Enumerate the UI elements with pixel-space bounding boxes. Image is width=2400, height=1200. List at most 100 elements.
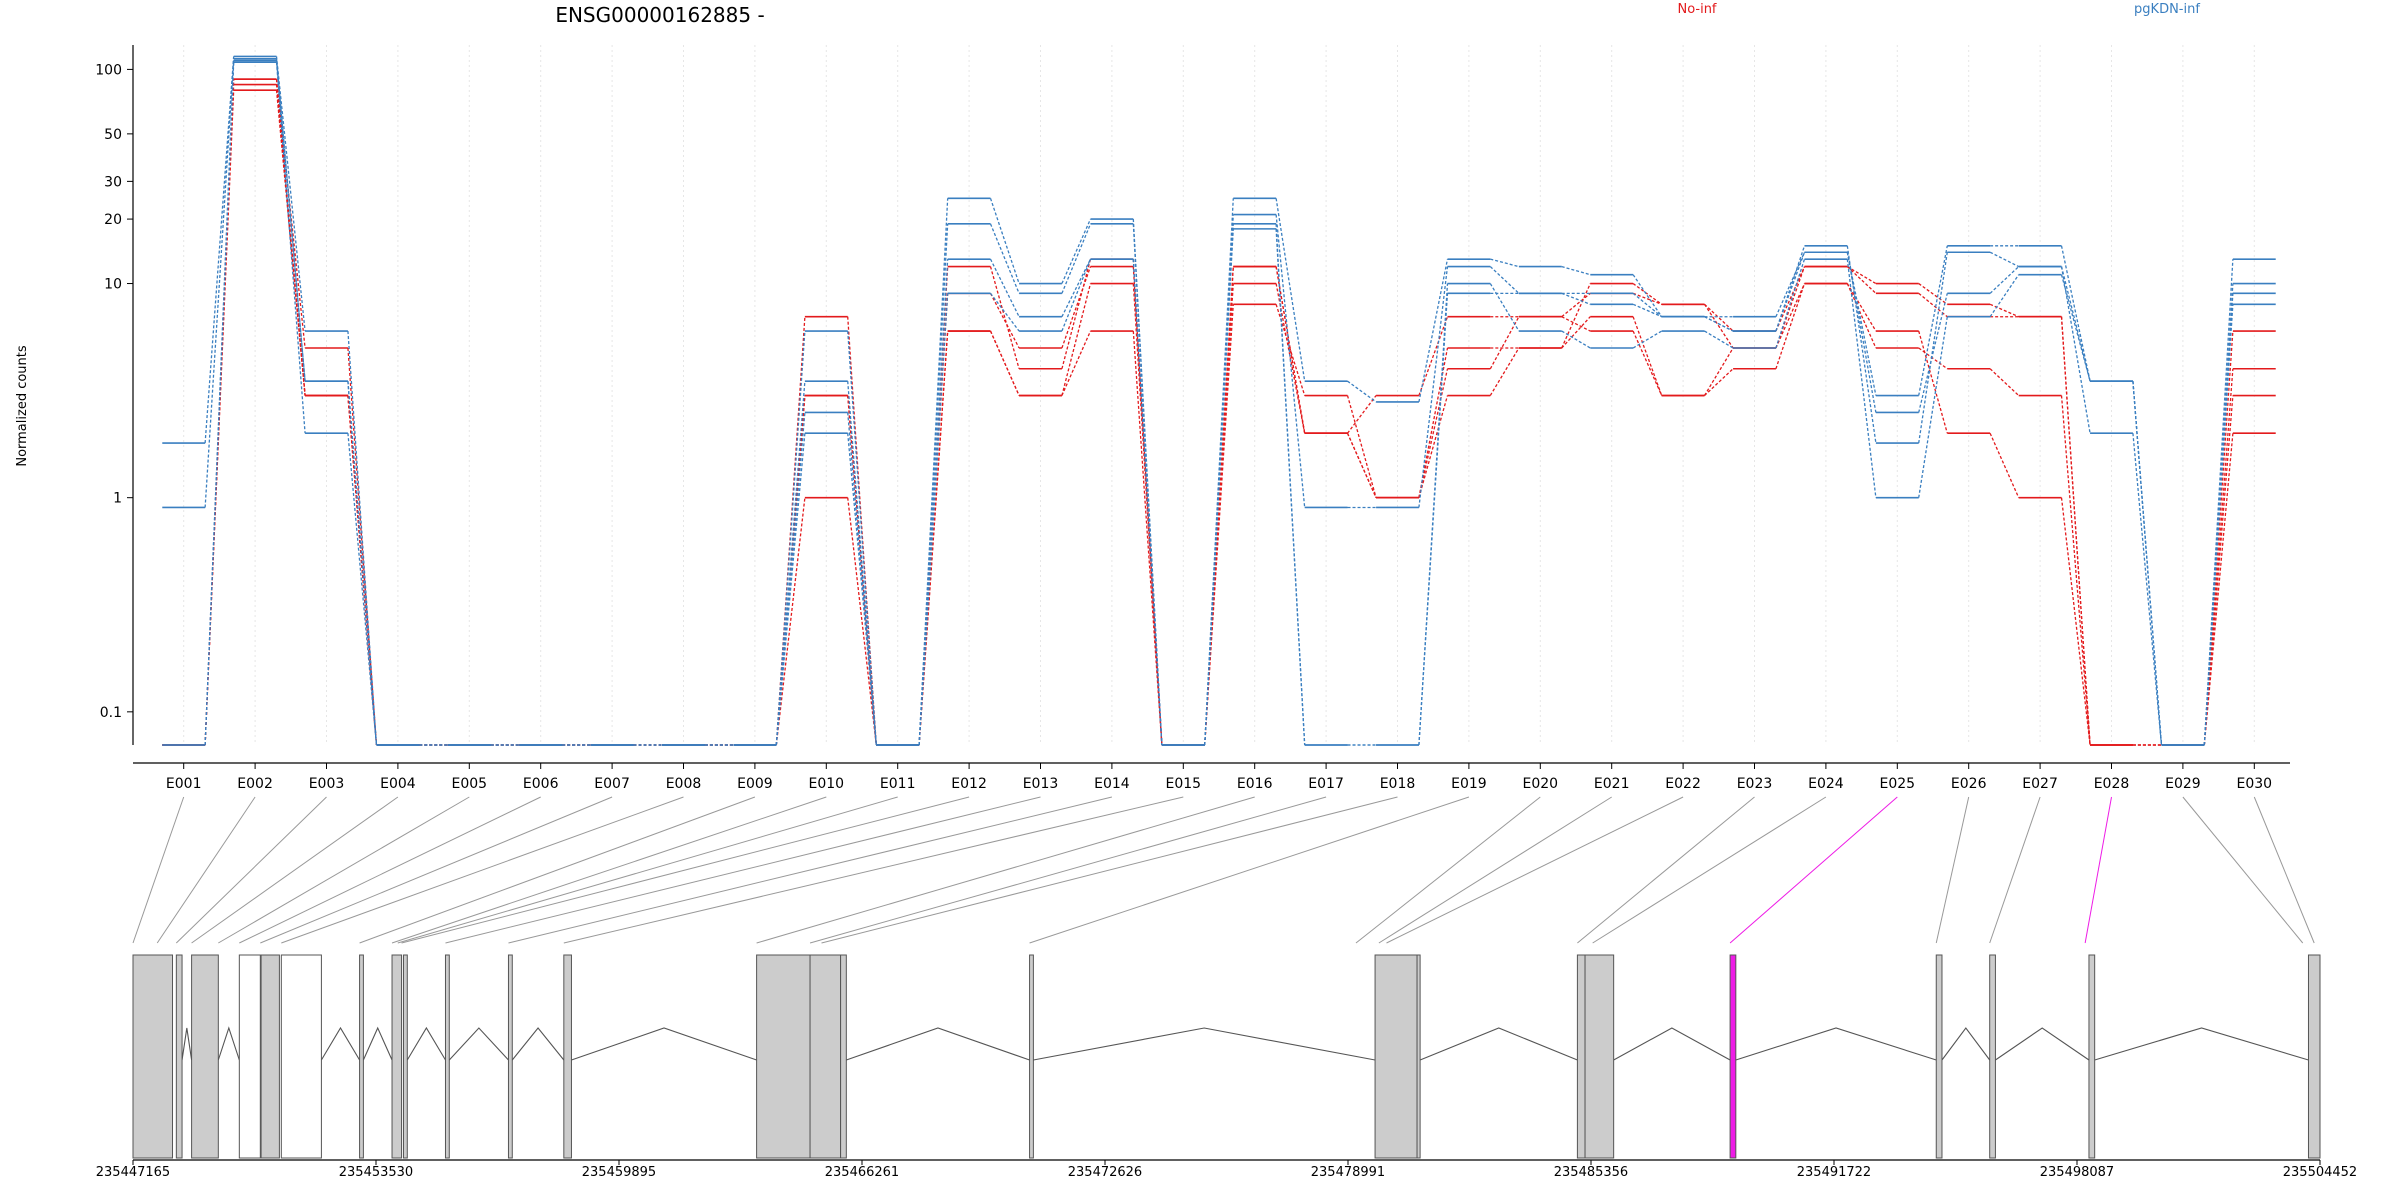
series-connector [1918, 316, 1948, 498]
exon-box [840, 954, 847, 1159]
series-connector [1275, 283, 1306, 434]
x-tick-label: E024 [1808, 776, 1844, 792]
intron-line [320, 1026, 361, 1061]
series-connector [1846, 252, 1877, 413]
series-connector [1846, 266, 1877, 294]
series-connector [1132, 259, 1163, 746]
exon-box [175, 954, 183, 1159]
x-tick-label: E008 [666, 776, 702, 792]
series-connector [1989, 266, 2020, 294]
chart-title: ENSG00000162885 - [555, 3, 764, 27]
series-connector [1775, 252, 1806, 332]
intron-line [846, 1027, 1030, 1061]
series-connector [1132, 331, 1163, 746]
genome-coordinate-label: 235478991 [1311, 1165, 1385, 1180]
intron-line [448, 1027, 509, 1061]
series-connector [1275, 304, 1306, 396]
exon-box [2088, 954, 2096, 1159]
exon-box [507, 954, 513, 1159]
intron-line [1941, 1027, 1991, 1061]
exon-box [2307, 954, 2321, 1159]
series-connector [1632, 303, 1662, 318]
legend-label-no-inf: No-inf [1677, 2, 1716, 17]
series-connector [1846, 252, 1877, 396]
series-connector [1846, 283, 1877, 332]
series-connector [918, 223, 949, 746]
series-connector [2203, 395, 2234, 746]
intron-line [181, 1027, 193, 1061]
x-tick-label: E015 [1166, 776, 1202, 792]
x-tick-label: E021 [1594, 776, 1630, 792]
series-connector [1418, 316, 1449, 396]
series-connector [1061, 218, 1092, 284]
intron-line [406, 1026, 446, 1061]
series-connector [1346, 395, 1377, 498]
series-connector [1418, 293, 1449, 746]
exon-connector [445, 796, 1041, 944]
series-connector [847, 331, 877, 746]
intron-line [1613, 1027, 1731, 1061]
series-connector [1418, 395, 1449, 498]
exon-connector [191, 796, 399, 944]
x-tick-label: E012 [951, 776, 987, 792]
series-connector [775, 331, 806, 746]
series-connector [1132, 223, 1163, 746]
exon-connector [1355, 796, 1541, 944]
x-tick-label: E006 [523, 776, 559, 792]
series-connector [204, 58, 235, 508]
exon-connector [156, 796, 256, 944]
series-connector [1561, 283, 1591, 349]
exon-box [809, 954, 842, 1159]
series-connector [1632, 330, 1663, 396]
series-connector [1918, 293, 1948, 413]
series-connector [1775, 283, 1806, 369]
series-connector [204, 60, 235, 746]
series-connector [275, 56, 306, 332]
exon-connector [1592, 796, 1827, 944]
x-tick-label: E026 [1951, 776, 1987, 792]
series-connector [1061, 330, 1092, 396]
series-connector [1775, 245, 1806, 332]
exon-connector [1935, 796, 1970, 944]
series-connector [2060, 316, 2091, 746]
exon-box [191, 954, 219, 1159]
exon-connector [756, 796, 1255, 944]
series-connector [1418, 259, 1449, 403]
exon-connector [1386, 796, 1684, 944]
series-connector [775, 433, 806, 746]
series-connector [1989, 251, 2019, 268]
series-connector [1704, 368, 1734, 396]
series-connector [1846, 245, 1877, 444]
exon-box [1989, 954, 1996, 1159]
series-connector [1346, 432, 1377, 498]
series-connector [1632, 274, 1663, 318]
series-connector [1561, 292, 1591, 318]
exon-connector [397, 796, 898, 944]
series-connector [775, 381, 806, 746]
series-connector [1846, 283, 1877, 349]
exon-box [1576, 954, 1586, 1159]
series-connector [1561, 265, 1591, 276]
exon-box [280, 954, 322, 1159]
x-tick-label: E025 [1880, 776, 1916, 792]
series-connector [1490, 258, 1520, 268]
intron-line [511, 1027, 565, 1061]
series-connector [1561, 316, 1591, 349]
series-connector [2203, 331, 2234, 746]
series-connector [1061, 283, 1092, 396]
series-connector [1918, 347, 1948, 370]
series-connector [204, 56, 235, 444]
exon-connector [239, 796, 541, 944]
series-pgkdn-inf [162, 58, 2276, 746]
series-connector [347, 347, 378, 746]
x-tick-label: E028 [2094, 776, 2130, 792]
series-connector [1703, 347, 1734, 396]
series-connector [989, 330, 1020, 396]
x-tick-label: E013 [1023, 776, 1059, 792]
series-no-inf [162, 83, 2276, 746]
x-tick-label: E007 [594, 776, 630, 792]
genome-coordinate-label: 235472626 [1068, 1165, 1142, 1180]
x-tick-label: E011 [880, 776, 916, 792]
series-connector [1918, 252, 1948, 444]
series-connector [1061, 266, 1092, 349]
